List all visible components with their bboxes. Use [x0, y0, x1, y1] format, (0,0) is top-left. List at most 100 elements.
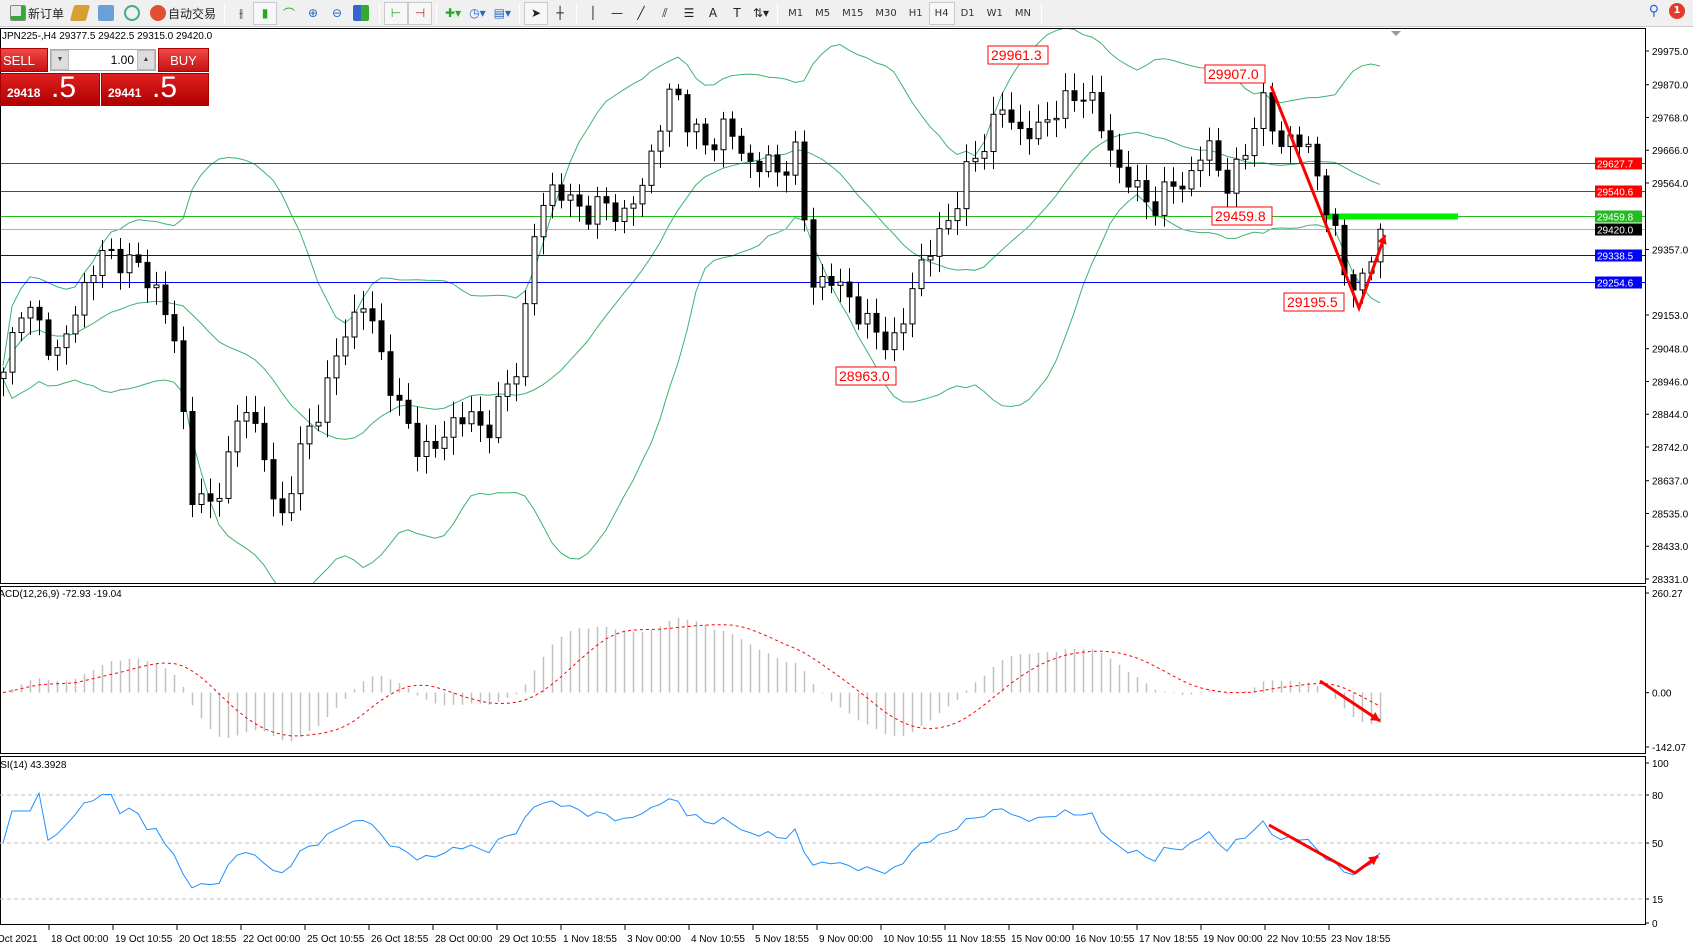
bull-candle [936, 228, 943, 257]
tile-windows-icon [353, 5, 370, 21]
horizontal-line-button[interactable]: — [605, 2, 629, 25]
price-tick-label: 28637.0 [1652, 477, 1689, 488]
price-level-bg [1595, 157, 1642, 170]
bull-candle [621, 207, 628, 223]
bull-candle [9, 332, 16, 373]
bull-candle [234, 420, 241, 453]
terminal-icon [98, 5, 115, 21]
bear-candle [387, 351, 394, 396]
chart-shift-button[interactable]: ⊣ [408, 1, 433, 25]
line-chart-button[interactable]: ⌒ [277, 2, 301, 25]
time-label: 17 Nov 18:55 [1139, 934, 1199, 945]
text-label-icon: T [733, 6, 741, 20]
time-label: 15 Nov 00:00 [1011, 934, 1071, 945]
zoom-out-button[interactable]: ⊖ [325, 2, 349, 25]
bull-candle [126, 254, 133, 274]
bull-candle [837, 281, 844, 286]
price-level-tag: 29627.7 [1595, 157, 1642, 171]
signals-button[interactable] [120, 2, 146, 25]
terminal-button[interactable] [94, 2, 120, 25]
crosshair-button[interactable]: ┼ [548, 2, 572, 25]
timeframe-w1[interactable]: W1 [986, 7, 1003, 19]
sell-button[interactable]: SELL [0, 48, 48, 72]
price-tick-label: 29768.0 [1652, 113, 1689, 124]
trendline-icon: ╱ [637, 6, 645, 20]
bear-candle [1008, 109, 1015, 123]
timeframe-m5[interactable]: M5 [815, 7, 831, 19]
rsi-tick-label: 15 [1652, 895, 1664, 906]
timeframe-mn[interactable]: MN [1014, 7, 1031, 19]
increase-volume-button[interactable]: ▲ [137, 50, 155, 70]
bear-candle [774, 154, 781, 173]
macd-tick-label: 260.27 [1652, 589, 1683, 600]
fibonacci-button[interactable]: ☰ [677, 2, 701, 25]
bear-candle [180, 340, 187, 413]
timeframe-m1[interactable]: M1 [788, 7, 804, 19]
macd-arrow [1319, 679, 1381, 723]
bear-candle [1332, 214, 1339, 226]
arrows-button[interactable]: ⇅▾ [749, 2, 773, 25]
bar-chart-button[interactable]: ⫲ [229, 2, 253, 25]
bull-candle [693, 123, 700, 133]
volume-input[interactable] [69, 53, 137, 67]
decrease-volume-button[interactable]: ▼ [51, 50, 69, 70]
templates-button[interactable]: ▤▾ [490, 2, 515, 25]
tile-windows-button[interactable] [349, 2, 375, 25]
bull-candle [909, 288, 916, 325]
buy-price-button[interactable]: 29441 .5 [101, 73, 209, 106]
bull-candle [1233, 158, 1240, 194]
bear-candle [45, 319, 52, 356]
timeframe-d1[interactable]: D1 [960, 7, 975, 19]
bull-candle [243, 412, 250, 422]
separator [518, 3, 520, 23]
bear-candle [1017, 121, 1024, 130]
sell-price-button[interactable]: 29418 .5 [0, 73, 100, 106]
candlestick-button[interactable]: ▮ [253, 1, 278, 25]
sell-price-main: 29418 [7, 86, 41, 100]
bull-candle [657, 130, 664, 152]
zoom-in-button[interactable]: ⊕ [301, 2, 325, 25]
bull-candle [963, 161, 970, 210]
volume-stepper[interactable]: ▼ ▲ [50, 49, 156, 71]
auto-trading-button[interactable]: 自动交易 [146, 2, 220, 25]
notification-badge[interactable]: 1 [1669, 3, 1685, 19]
new-order-icon [10, 5, 26, 21]
indicators-button[interactable]: ✚▾ [441, 2, 465, 25]
bear-candle [1296, 134, 1303, 148]
rsi-line [2, 791, 1381, 889]
bull-candle [360, 308, 367, 313]
line-chart-icon: ⌒ [283, 6, 296, 21]
channel-button[interactable]: ⫽ [653, 2, 677, 25]
timeframe-m15[interactable]: M15 [842, 7, 864, 19]
bear-candle [432, 440, 439, 449]
separator [575, 3, 577, 23]
rsi-tick-label: 80 [1652, 791, 1664, 802]
search-icon[interactable]: ⚲ [1648, 3, 1659, 19]
template-icon: ▤▾ [493, 6, 511, 20]
buy-button[interactable]: BUY [158, 48, 209, 72]
timeframe-h1[interactable]: H1 [908, 7, 923, 19]
new-order-button[interactable]: 新订单 [6, 2, 68, 25]
bear-candle [36, 306, 43, 321]
bear-candle [846, 281, 853, 298]
bull-candle [504, 383, 511, 397]
text-label-button[interactable]: T [725, 2, 749, 25]
time-label: 25 Oct 10:55 [307, 934, 365, 945]
auto-scroll-button[interactable]: ⊢ [384, 1, 409, 25]
bull-candle [1161, 181, 1168, 216]
periods-button[interactable]: ◷▾ [465, 2, 490, 25]
timeframe-h4[interactable]: H4 [928, 1, 955, 25]
bull-candle [72, 314, 79, 335]
timeframe-m30[interactable]: M30 [875, 7, 897, 19]
price-tick-label: 28742.0 [1652, 443, 1689, 454]
toolbar: 新订单 自动交易 ⫲ ▮ ⌒ ⊕ ⊖ ⊢ ⊣ ✚▾ ◷▾ ▤▾ ➤ ┼ │ — … [0, 0, 1693, 27]
price-tick-label: 29564.0 [1652, 179, 1689, 190]
bear-candle [684, 94, 691, 133]
trendline-button[interactable]: ╱ [629, 2, 653, 25]
price-level-label: 29420.0 [1597, 226, 1634, 237]
macd-arrow-head [1370, 712, 1380, 721]
cursor-button[interactable]: ➤ [523, 1, 548, 25]
text-button[interactable]: A [701, 2, 725, 25]
vertical-line-button[interactable]: │ [581, 2, 605, 25]
